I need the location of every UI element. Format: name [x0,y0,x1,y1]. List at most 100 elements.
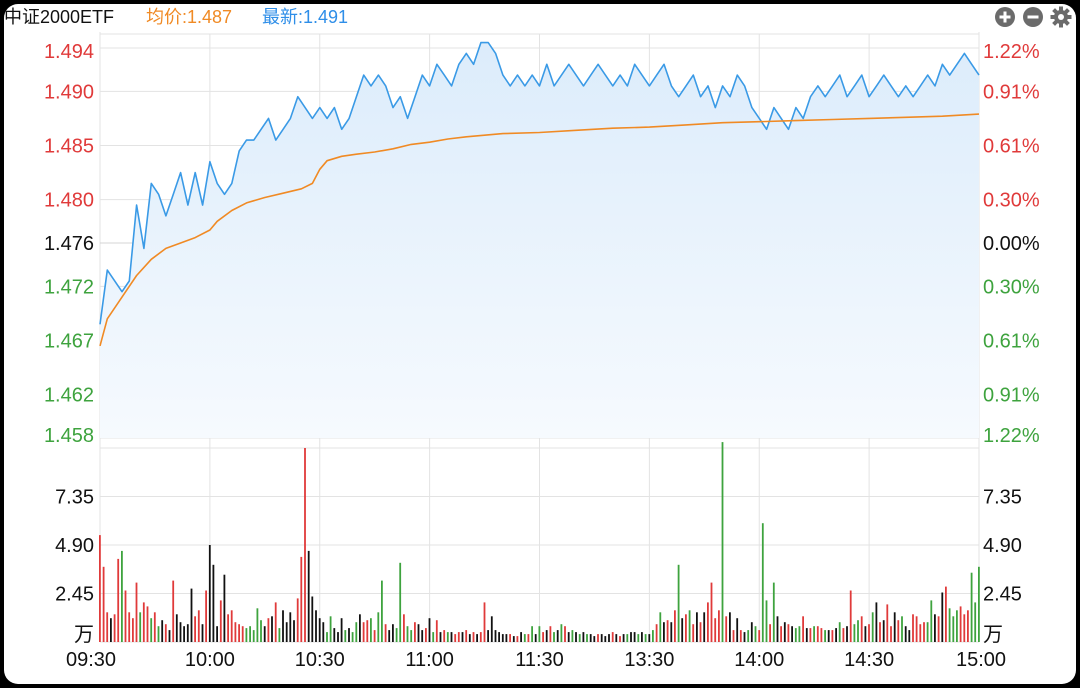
volume-bar [963,614,966,642]
average-price-label: 均价 [146,7,182,27]
volume-bar [516,636,519,642]
volume-bar [406,626,409,642]
volume-bar [454,634,457,642]
volume-bar [432,632,435,642]
volume-bar [205,590,207,642]
volume-bar [241,626,244,642]
volume-bar [110,618,112,642]
volume-bar [893,612,896,642]
volume-bar [219,600,222,642]
volume-bar [827,630,830,642]
zoom-out-icon[interactable] [1022,6,1044,28]
volume-bar [395,628,398,642]
volume-bar [787,624,790,642]
volume-bar [743,632,746,642]
volume-bar [681,618,684,642]
volume-bar [201,624,204,642]
volume-bar [311,596,314,642]
volume-bar [615,634,618,642]
volume-bar [421,630,424,642]
volume-bar [736,618,739,642]
volume-bar [175,614,178,642]
volume-bar [278,628,281,642]
time-tick-label: 11:00 [405,649,454,671]
volume-bar [128,612,131,642]
volume-bar [776,616,779,642]
change-tick-label-right: 0.61% [983,136,1040,158]
volume-bar [168,630,171,642]
price-tick-label-left: 1.458 [44,425,94,447]
volume-bar [838,622,841,642]
volume-bar [611,632,614,642]
volume-bar [414,622,416,642]
volume-bar [578,634,581,642]
volume-bar [538,626,541,642]
volume-bar [322,622,325,642]
volume-bar [586,634,588,642]
volume-bar [194,616,196,642]
volume-bar [707,602,709,642]
volume-bar [747,630,750,642]
time-tick-label: 14:00 [734,649,784,671]
volume-bar [912,614,914,642]
volume-bar [132,618,134,642]
volume-bar [644,634,647,642]
change-tick-label-right: 0.91% [983,385,1040,407]
volume-bar [135,582,138,642]
volume-bar [879,622,881,642]
volume-bar [593,636,596,642]
price-tick-label-left: 1.494 [44,41,94,63]
volume-tick-label-right: 4.90 [983,535,1022,557]
volume-bar [608,634,610,642]
volume-bar [923,622,925,642]
volume-bar [392,624,394,642]
volume-bar [868,624,870,642]
volume-bar [750,622,753,642]
volume-bar [915,616,918,642]
volume-bar [446,632,449,642]
volume-bar [952,616,955,642]
price-tick-label-left: 1.467 [44,331,94,353]
volume-bar [285,622,288,642]
volume-bar [366,620,369,642]
volume-bar [930,600,933,642]
gear-icon[interactable] [1050,6,1072,28]
zoom-in-icon[interactable] [994,6,1016,28]
volume-bar [648,634,651,642]
volume-bar [816,626,819,642]
volume-bar [875,602,878,642]
change-tick-label-right: 0.00% [983,233,1040,255]
volume-bar [934,614,936,642]
volume-bar [457,632,460,642]
volume-bar [274,602,277,642]
volume-bar [820,628,823,642]
volume-bar [633,632,636,642]
volume-bar [139,612,142,642]
volume-bar [388,630,391,642]
volume-bar [468,634,471,642]
time-tick-label: 11:30 [515,649,564,671]
volume-unit-label-right: 万 [983,624,1003,646]
volume-bar [718,610,720,642]
volume-tick-label-left: 4.90 [55,535,94,557]
average-price-value: 1.487 [187,7,233,27]
volume-bar [439,632,442,642]
volume-bar [974,602,977,642]
volume-bar [340,618,343,642]
volume-bar [696,612,698,642]
time-tick-label: 13:30 [624,649,674,671]
volume-bar [260,620,262,642]
volume-bar [970,572,973,642]
volume-bar [597,634,599,642]
volume-bar [948,608,951,642]
time-tick-label: 10:00 [185,649,235,671]
volume-bar [479,632,482,642]
volume-bar [245,628,248,642]
volume-bar [956,610,958,642]
volume-bar [520,632,522,642]
volume-bar [666,620,669,642]
volume-bar [186,624,189,642]
volume-bar [765,600,768,642]
volume-bar [978,566,980,642]
volume-bar [626,634,629,642]
